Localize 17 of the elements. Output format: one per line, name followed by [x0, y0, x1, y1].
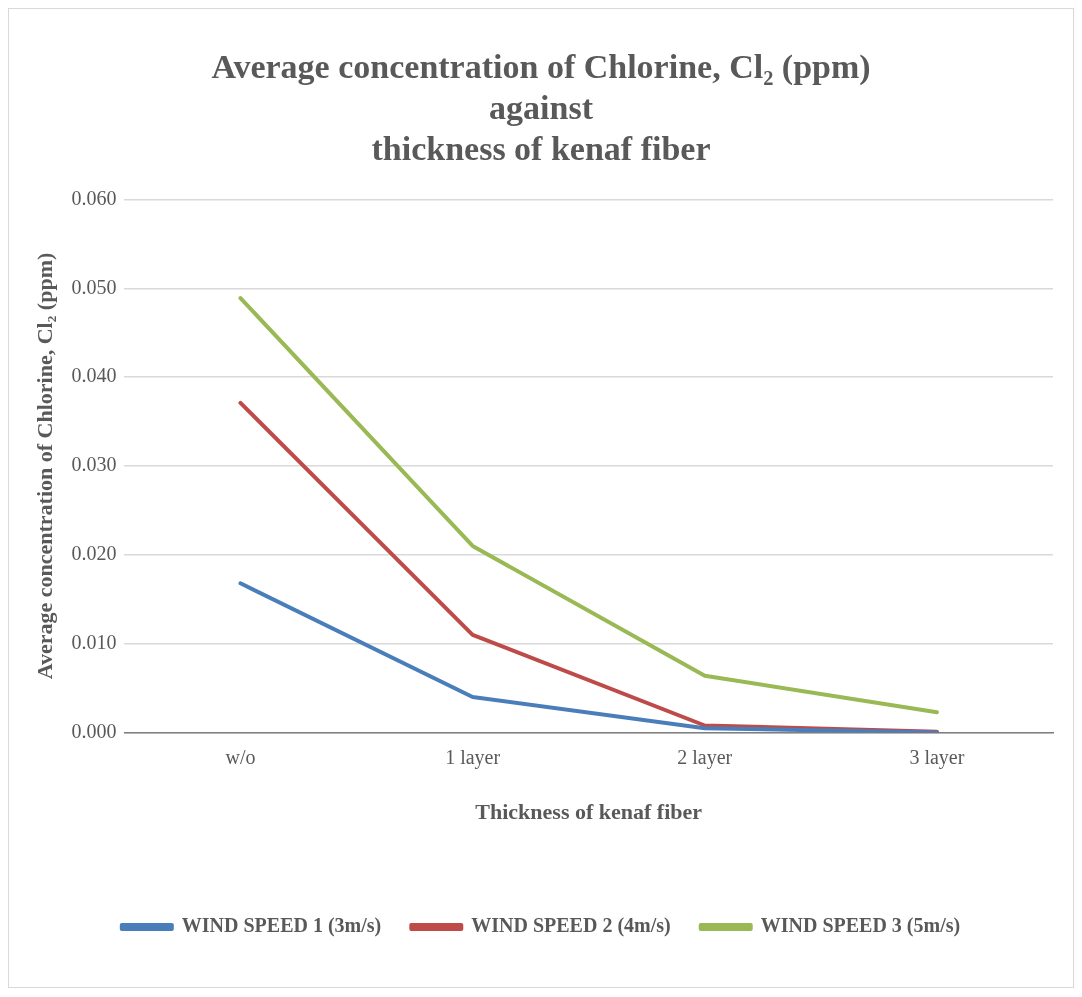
legend-label: WIND SPEED 3 (5m/s) [760, 914, 961, 938]
y-tick-label: 0.010 [71, 630, 117, 653]
legend-label: WIND SPEED 2 (4m/s) [471, 914, 671, 938]
x-tick-label: w/o [225, 745, 256, 768]
y-tick-label: 0.040 [71, 364, 117, 387]
y-tick-label: 0.060 [71, 186, 117, 209]
y-tick-label: 0.020 [71, 542, 117, 565]
chart-title: Average concentration of Chlorine, Cl₂ (ppm) against thickness of kenaf fiber [211, 48, 871, 167]
y-axis-title: Average concentration of Chlorine, Cl₂ (ppm) [31, 252, 57, 680]
y-tick-label: 0.000 [71, 719, 117, 742]
x-tick-label: 2 layer [677, 745, 733, 769]
legend-label: WIND SPEED 1 (3m/s) [181, 914, 382, 938]
x-axis-title: Thickness of kenaf fiber [475, 799, 703, 825]
y-tick-label: 0.030 [71, 453, 117, 476]
x-tick-label: 3 layer [909, 745, 965, 769]
y-tick-label: 0.050 [71, 275, 117, 298]
x-tick-label: 1 layer [445, 745, 501, 769]
